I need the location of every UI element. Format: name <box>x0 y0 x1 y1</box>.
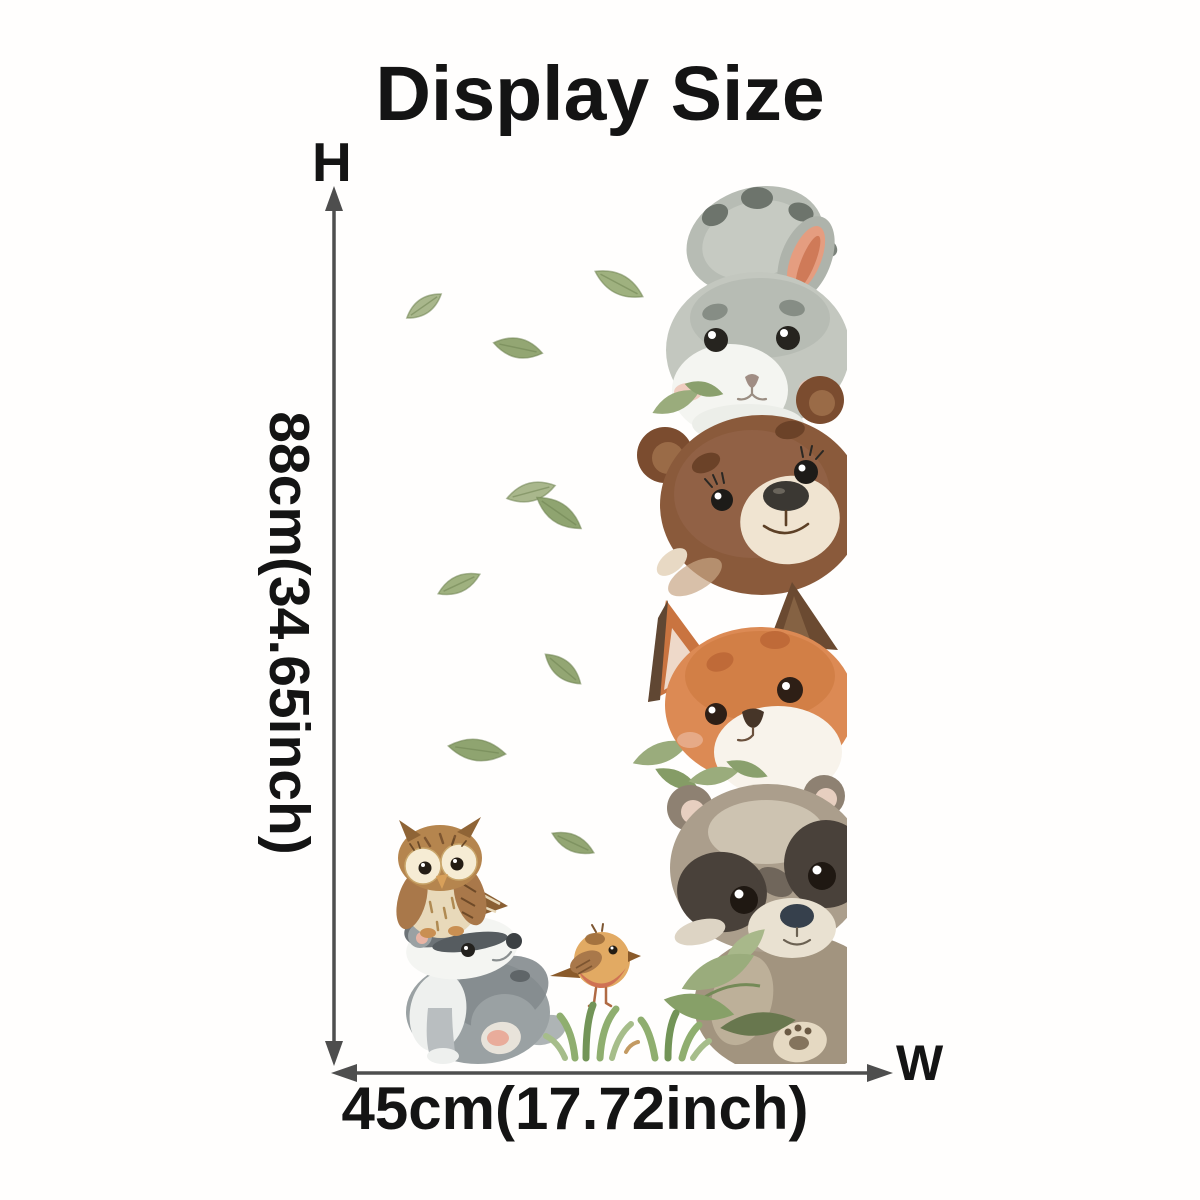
leaf-icon <box>632 740 699 790</box>
leaf-icon <box>652 381 724 414</box>
page-title: Display Size <box>375 51 825 137</box>
leaf-cluster-icon <box>663 929 796 1036</box>
width-label: W <box>896 1035 944 1091</box>
owl-icon <box>396 817 508 938</box>
bird-icon <box>550 923 641 1008</box>
bear-icon <box>637 376 847 597</box>
falling-leaves-icon <box>405 270 644 855</box>
height-arrow <box>325 186 343 1066</box>
width-arrow <box>331 1064 893 1082</box>
leaf-icon <box>688 760 768 786</box>
raccoon-icon <box>667 775 847 1064</box>
width-value: 45cm(17.72inch) <box>341 1075 809 1142</box>
animal-stack <box>632 186 847 1064</box>
grass-icon <box>543 1001 712 1062</box>
height-label: H <box>312 131 352 193</box>
